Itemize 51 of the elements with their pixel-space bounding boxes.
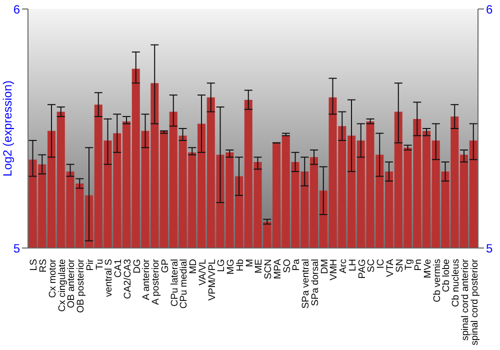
x-tick-label: SPa dorsal — [310, 259, 321, 306]
x-tick-label: DG — [132, 259, 143, 274]
x-tick-label: SC — [366, 258, 378, 272]
x-tick-label: Pa — [291, 258, 302, 271]
x-tick-label: Hb — [234, 259, 246, 272]
x-tick-label: MG — [226, 259, 237, 274]
y-axis-title: Log2 (expression) — [0, 80, 14, 177]
x-tick-label: OB posterior — [76, 258, 87, 313]
x-tick-label: ventral S — [104, 259, 115, 297]
y2-tick-label: 5 — [486, 241, 493, 256]
x-tick-label: SN — [394, 258, 406, 272]
x-tick-label: Cb lobe — [441, 259, 452, 292]
x-tick-label: CPu lateral — [169, 259, 180, 306]
x-tick-label: spinal cord posterior — [469, 258, 480, 346]
x-tick-label: PAG — [356, 259, 368, 279]
x-tick-label: VPM/VPL — [206, 258, 218, 301]
x-tick-label: LS — [28, 259, 40, 271]
x-tick-label: SO — [282, 259, 293, 273]
x-tick-label: A anterior — [141, 258, 152, 300]
x-tick-label: Arc — [338, 258, 350, 274]
x-tick-label: GP — [160, 259, 171, 273]
x-tick-label: Cb vermis — [432, 258, 443, 302]
x-tick-label: IC — [376, 258, 387, 269]
x-tick-label: Cx motor — [47, 258, 58, 298]
x-tick-label: SPa ventral — [300, 259, 312, 309]
x-tick-label: Pn — [413, 259, 424, 271]
x-tick-label: Pir — [84, 258, 96, 271]
x-tick-label: Tg — [404, 259, 415, 270]
x-tick-label: RS — [38, 259, 50, 272]
x-tick-label: OB anterior — [66, 258, 78, 308]
x-tick-label: CA1 — [113, 259, 124, 278]
x-tick-label: CA2/CA3 — [122, 259, 134, 299]
x-tick-label: Tu — [94, 259, 106, 270]
x-tick-label: Cx cingulate — [56, 259, 68, 312]
y2-tick-label: 6 — [486, 2, 493, 16]
x-tick-label: VTA — [384, 258, 396, 277]
x-tick-label: MVe — [422, 259, 434, 278]
x-tick-label: LH — [347, 258, 358, 272]
x-tick-label: SCN — [263, 258, 274, 280]
x-tick-label: MD — [188, 258, 200, 274]
x-tick-label: A posterior — [150, 258, 162, 305]
x-tick-label: LG — [216, 259, 228, 272]
x-tick-label: MPA — [272, 258, 284, 280]
x-tick-label: DM — [319, 258, 330, 274]
x-tick-label: VA/VL — [197, 258, 208, 286]
x-tick-label: ME — [254, 259, 265, 274]
x-tick-label: spinal cord anterior — [460, 258, 471, 341]
x-tick-label: CPu medial — [178, 259, 190, 309]
x-tick-label: M — [244, 259, 256, 267]
x-tick-label: Cb nucleus — [450, 258, 462, 307]
x-tick-label: VMH — [328, 258, 340, 280]
